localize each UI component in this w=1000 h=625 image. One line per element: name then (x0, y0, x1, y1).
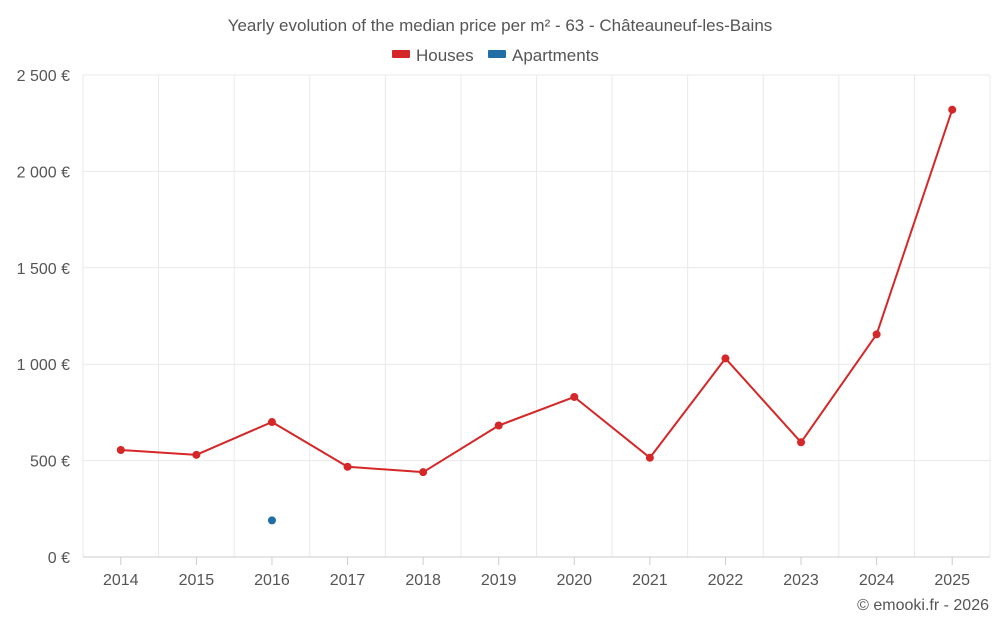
data-point-houses-2017[interactable] (343, 462, 352, 471)
x-tick-label: 2023 (783, 572, 819, 589)
legend-swatch-apartments (488, 50, 506, 58)
data-point-houses-2020[interactable] (570, 392, 579, 401)
y-tick-label: 1 000 € (17, 357, 70, 374)
data-point-houses-2015[interactable] (192, 450, 201, 459)
data-point-houses-2014[interactable] (116, 445, 125, 454)
y-axis: 0 € 500 € 1 000 € 1 500 € 2 000 € 2 500 € (17, 68, 70, 567)
legend-item-houses[interactable]: Houses (392, 46, 474, 65)
x-tick-label: 2022 (708, 572, 744, 589)
x-axis: 2014 2015 2016 2017 2018 2019 2020 2021 2022 2023… (83, 556, 990, 589)
legend-item-apartments[interactable]: Apartments (488, 46, 599, 65)
data-point-apartments-2016[interactable] (267, 516, 276, 525)
data-point-houses-2025[interactable] (948, 105, 957, 114)
chart-legend: Houses Apartments (392, 46, 599, 65)
y-tick-label: 0 € (48, 550, 70, 567)
legend-label-houses: Houses (416, 46, 474, 65)
x-tick-label: 2017 (330, 572, 366, 589)
x-tick-label: 2024 (859, 572, 895, 589)
x-tick-label: 2014 (103, 572, 139, 589)
y-tick-label: 2 500 € (17, 68, 70, 85)
y-tick-label: 500 € (30, 454, 70, 471)
x-tick-label: 2015 (179, 572, 215, 589)
x-tick-label: 2019 (481, 572, 517, 589)
data-point-houses-2023[interactable] (797, 438, 806, 447)
x-tick-label: 2018 (405, 572, 441, 589)
chart-title: Yearly evolution of the median price per… (228, 16, 773, 35)
x-tick-label: 2016 (254, 572, 290, 589)
data-point-houses-2016[interactable] (267, 418, 276, 427)
data-point-houses-2022[interactable] (721, 354, 730, 363)
series-layer (116, 105, 957, 525)
legend-swatch-houses (392, 50, 410, 58)
data-point-houses-2021[interactable] (645, 453, 654, 462)
grid-lines (82, 74, 991, 557)
credit-label: © emooki.fr - 2026 (857, 597, 989, 614)
data-point-houses-2024[interactable] (872, 330, 881, 339)
legend-label-apartments: Apartments (512, 46, 599, 65)
data-point-houses-2018[interactable] (419, 468, 428, 477)
x-tick-label: 2025 (934, 572, 970, 589)
data-point-houses-2019[interactable] (494, 421, 503, 430)
x-tick-label: 2020 (556, 572, 592, 589)
series-line-houses (120, 109, 954, 474)
x-tick-label: 2021 (632, 572, 668, 589)
y-tick-label: 2 000 € (17, 164, 70, 181)
y-tick-label: 1 500 € (17, 261, 70, 278)
